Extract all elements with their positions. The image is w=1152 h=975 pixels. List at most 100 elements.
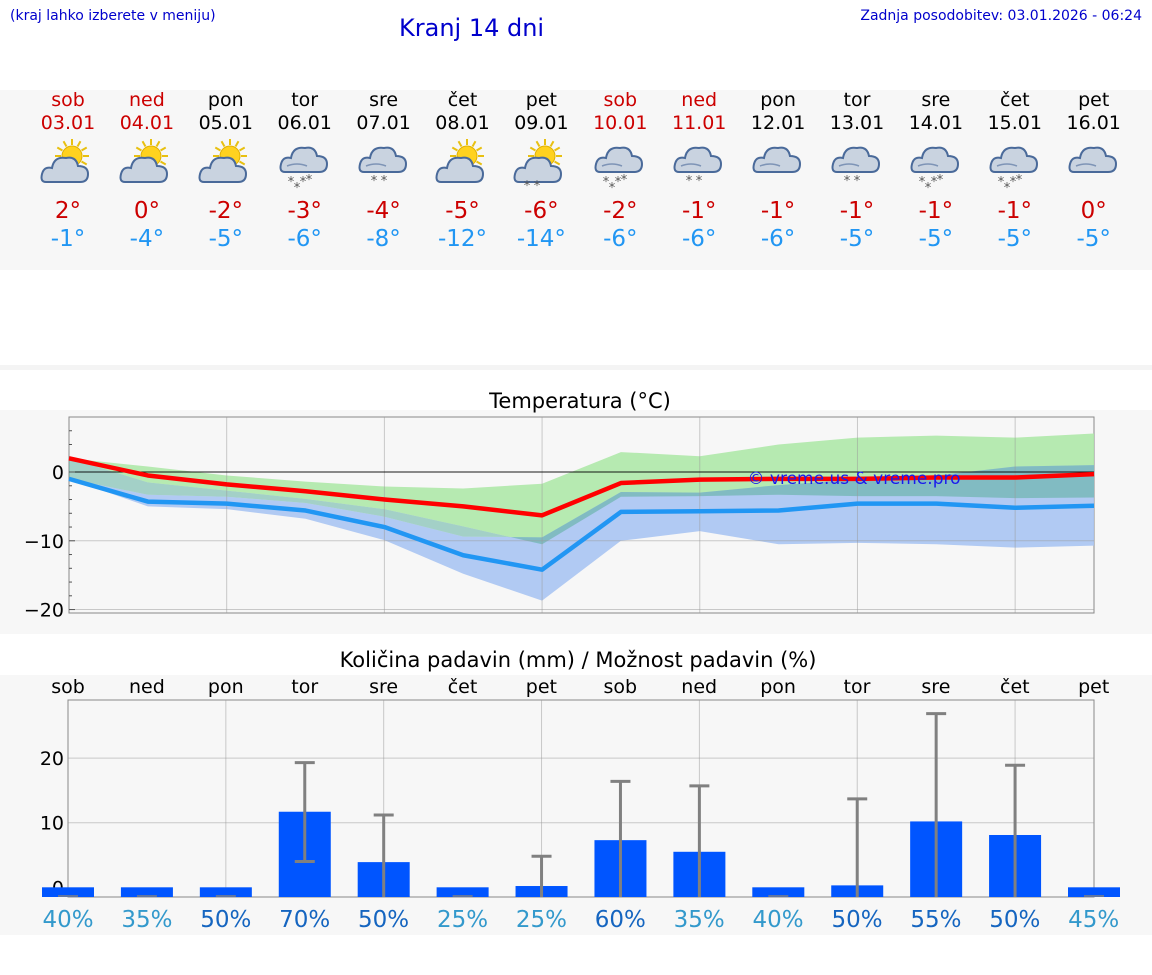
temp-min: -6° bbox=[287, 226, 322, 252]
temp-max: 2° bbox=[54, 198, 82, 224]
day-date: 16.01 bbox=[1066, 112, 1121, 134]
precip-day-label: tor bbox=[844, 676, 871, 698]
temp-min: -6° bbox=[681, 226, 717, 252]
svg-text:*: * bbox=[696, 174, 703, 189]
svg-text:*: * bbox=[287, 175, 294, 190]
svg-text:*: * bbox=[603, 175, 610, 190]
day-name: čet bbox=[447, 89, 478, 111]
cloud-icon bbox=[752, 146, 802, 173]
svg-text:*: * bbox=[621, 173, 628, 188]
precip-bar bbox=[1068, 887, 1120, 897]
day-date: 14.01 bbox=[908, 112, 964, 134]
watermark: © vreme.us & vreme.pro bbox=[747, 469, 960, 489]
day-date: 07.01 bbox=[356, 112, 411, 134]
temp-max: -2° bbox=[603, 198, 638, 224]
precip-chance: 50% bbox=[358, 907, 409, 933]
cloud-snow-icon: * *** bbox=[594, 146, 644, 192]
precip-day-label: sre bbox=[369, 676, 398, 698]
svg-text:*: * bbox=[844, 174, 851, 189]
precip-bar bbox=[752, 887, 805, 897]
precip-chance: 45% bbox=[1068, 907, 1119, 933]
precip-bar bbox=[199, 887, 252, 897]
cloud-icon bbox=[1068, 146, 1117, 173]
svg-text:*: * bbox=[998, 175, 1005, 190]
day-name: sre bbox=[369, 89, 399, 111]
precip-chance: 40% bbox=[42, 907, 93, 933]
temp-max: -3° bbox=[287, 198, 322, 224]
day-name: sob bbox=[603, 89, 638, 111]
cloud-snow-icon: * *** bbox=[279, 146, 328, 192]
precip-day-label: sre bbox=[921, 676, 950, 698]
sun-cloud-icon bbox=[435, 139, 484, 183]
svg-text:*: * bbox=[534, 179, 541, 192]
day-date: 04.01 bbox=[119, 112, 175, 134]
precip-day-label: pon bbox=[760, 676, 796, 698]
precip-ytick-label: 20 bbox=[40, 748, 64, 770]
precip-bar bbox=[120, 887, 173, 897]
temp-max: 0° bbox=[1080, 198, 1107, 224]
precip-day-label: tor bbox=[291, 676, 318, 698]
temp-max: -5° bbox=[445, 198, 480, 224]
temp-max: -1° bbox=[918, 198, 954, 224]
svg-text:*: * bbox=[1004, 181, 1011, 192]
temp-max: 0° bbox=[133, 198, 160, 224]
page-note: (kraj lahko izberete v meniju) bbox=[10, 8, 216, 24]
sun-cloud-icon bbox=[119, 139, 168, 183]
day-name: sre bbox=[921, 89, 951, 111]
precip-day-label: pet bbox=[1078, 676, 1109, 698]
temp-max: -1° bbox=[839, 198, 875, 224]
temp-min: -4° bbox=[129, 226, 165, 252]
temp-min: -5° bbox=[208, 226, 244, 252]
temperature-ytick-label: −20 bbox=[24, 600, 64, 622]
temp-min: -5° bbox=[1076, 226, 1111, 252]
last-update: Zadnja posodobitev: 03.01.2026 - 06:24 bbox=[860, 8, 1142, 24]
temp-min: -5° bbox=[997, 226, 1033, 252]
day-date: 08.01 bbox=[435, 112, 490, 134]
precip-chance: 25% bbox=[516, 907, 567, 933]
precip-chance: 50% bbox=[200, 907, 251, 933]
day-name: tor bbox=[843, 89, 871, 111]
sun-cloud-icon bbox=[198, 139, 247, 183]
precip-day-label: čet bbox=[1000, 676, 1030, 698]
day-date: 05.01 bbox=[198, 112, 253, 134]
svg-text:*: * bbox=[931, 175, 938, 190]
day-name: pet bbox=[1078, 89, 1110, 111]
svg-text:*: * bbox=[299, 175, 306, 190]
day-date: 06.01 bbox=[277, 112, 332, 134]
precip-day-label: pon bbox=[208, 676, 244, 698]
temperature-title: Temperatura (°C) bbox=[488, 389, 671, 413]
day-name: pet bbox=[525, 89, 557, 111]
precip-chance: 50% bbox=[831, 907, 882, 933]
temp-min: -6° bbox=[603, 226, 638, 252]
sun-cloud-icon bbox=[40, 139, 90, 183]
precip-chance: 50% bbox=[989, 907, 1040, 933]
temp-min: -12° bbox=[437, 226, 488, 252]
svg-text:*: * bbox=[615, 175, 622, 190]
day-name: tor bbox=[291, 89, 319, 111]
day-name: ned bbox=[128, 89, 165, 111]
temp-max: -6° bbox=[524, 198, 559, 224]
day-name: sob bbox=[51, 89, 85, 111]
precip-day-label: čet bbox=[448, 676, 478, 698]
svg-text:*: * bbox=[609, 181, 616, 192]
svg-text:*: * bbox=[686, 174, 693, 189]
svg-text:*: * bbox=[1016, 173, 1023, 188]
cloud-snow-icon: * *** bbox=[910, 146, 959, 192]
precip-chance: 40% bbox=[753, 907, 804, 933]
day-date: 15.01 bbox=[987, 112, 1042, 134]
svg-text:*: * bbox=[380, 174, 387, 189]
precip-day-label: sob bbox=[51, 676, 85, 698]
forecast-panel bbox=[0, 90, 1152, 270]
precip-chance: 35% bbox=[674, 907, 725, 933]
temp-min: -5° bbox=[918, 226, 954, 252]
precip-day-label: ned bbox=[681, 676, 717, 698]
svg-text:*: * bbox=[937, 173, 944, 188]
temp-max: -1° bbox=[997, 198, 1033, 224]
precip-chance: 55% bbox=[910, 907, 961, 933]
temperature-ytick-label: −10 bbox=[24, 531, 64, 553]
cloud-snow-icon: * *** bbox=[989, 146, 1038, 192]
day-date: 03.01 bbox=[40, 112, 96, 134]
day-name: čet bbox=[1000, 89, 1030, 111]
precip-chance: 60% bbox=[595, 907, 646, 933]
